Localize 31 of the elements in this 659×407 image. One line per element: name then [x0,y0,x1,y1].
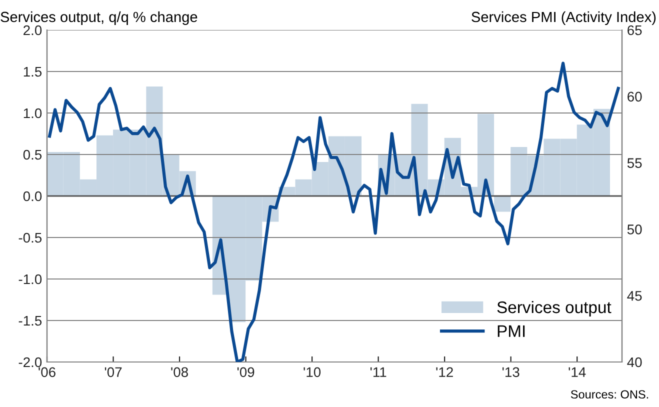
y2-tick-label: 40 [627,357,642,368]
y-tick-label: 0.0 [23,191,42,202]
y-tick-label: -1.0 [18,274,42,284]
source-note: Sources: ONS. [570,390,648,399]
y2-tick-label: 45 [627,291,642,301]
y2-tick-label: 65 [628,25,642,36]
x-tick-label: '07 [104,367,122,378]
x-tick-label: '06 [38,367,56,378]
y-tick-label: 1.0 [24,108,42,118]
x-tick-label: '10 [304,367,321,378]
x-tick-label: '11 [370,367,386,377]
y-tick-label: -2.0 [18,357,42,368]
x-tick-label: '14 [568,367,586,377]
y2-tick-label: 55 [627,158,642,168]
y2-tick-label: 60 [628,92,642,102]
y-axis-title: Services output, q/q % change [0,11,198,26]
x-tick-label: '08 [171,367,188,378]
legend-label: Services output [497,300,612,316]
y-tick-label: 0.5 [23,150,42,160]
bar [494,196,511,212]
legend-label: PMI [498,325,525,337]
line-series [48,62,620,362]
y2-tick-label: 50 [627,224,642,234]
y-tick-label: -0.5 [18,232,42,243]
x-tick-label: '12 [436,367,453,377]
y2-axis-title: Services PMI (Activity Index) [472,11,656,26]
x-tick-label: '13 [502,367,520,378]
x-tick-label: '09 [237,367,254,378]
y-tick-label: 2.0 [24,25,42,36]
y-tick-label: 1.5 [24,66,42,77]
y-tick-label: -1.5 [18,316,42,326]
